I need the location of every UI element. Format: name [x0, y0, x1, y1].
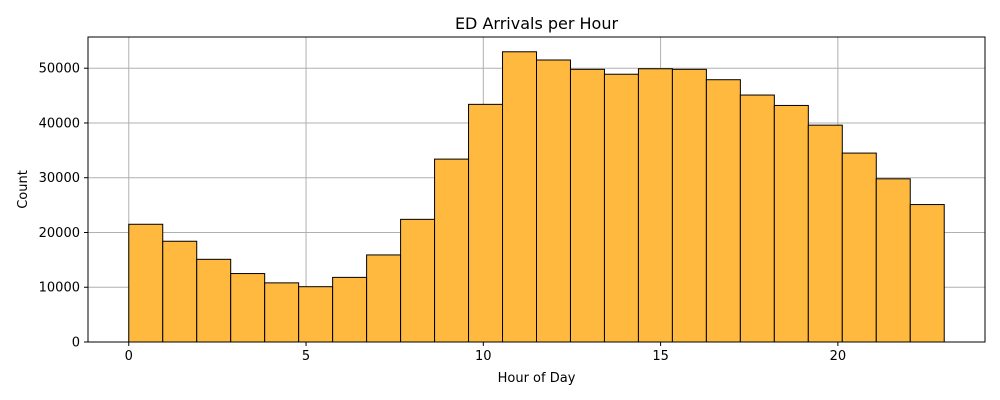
- y-tick-label: 0: [72, 336, 80, 351]
- y-tick-label: 10000: [39, 281, 80, 296]
- chart-title: ED Arrivals per Hour: [455, 14, 619, 33]
- histogram-bar: [502, 51, 537, 343]
- histogram-bar: [603, 73, 639, 343]
- histogram-bar: [569, 68, 605, 343]
- y-tick-label: 30000: [39, 171, 80, 186]
- histogram-bar: [264, 282, 300, 343]
- histogram-bar: [162, 240, 198, 343]
- y-axis-title: Count: [16, 170, 31, 209]
- histogram-bar: [468, 103, 504, 343]
- x-tick-label: 5: [302, 349, 310, 364]
- histogram-bar: [773, 104, 809, 343]
- y-tick-label: 40000: [39, 116, 80, 131]
- histogram-bar: [400, 218, 436, 343]
- histogram-bar: [434, 158, 470, 343]
- x-tick-label: 10: [475, 349, 492, 364]
- x-axis-ticks: 0 5 10 15 20: [125, 342, 847, 364]
- histogram-bar: [366, 254, 402, 343]
- histogram-bar: [807, 124, 843, 343]
- x-tick-label: 15: [652, 349, 669, 364]
- y-tick-label: 50000: [39, 62, 80, 77]
- histogram-bar: [875, 178, 911, 343]
- histogram-bar: [841, 152, 877, 343]
- histogram-bar: [332, 276, 368, 343]
- histogram-bar: [298, 286, 334, 343]
- x-tick-label: 20: [830, 349, 847, 364]
- histogram-bar: [637, 68, 673, 343]
- y-axis-ticks: 0 10000 20000 30000 40000 50000: [39, 62, 88, 351]
- plot-frame: [87, 36, 986, 343]
- y-tick-label: 20000: [39, 226, 80, 241]
- histogram-bar: [739, 94, 775, 343]
- histogram-bar: [230, 273, 266, 343]
- histogram-bar: [705, 79, 741, 343]
- histogram-bar: [128, 223, 164, 343]
- histogram-bar: [909, 204, 945, 343]
- x-tick-label: 0: [125, 349, 133, 364]
- x-axis-title: Hour of Day: [498, 371, 576, 386]
- histogram-bar: [671, 68, 707, 343]
- bars: [128, 51, 945, 343]
- histogram-bar: [536, 59, 571, 343]
- histogram-bar: [196, 258, 232, 343]
